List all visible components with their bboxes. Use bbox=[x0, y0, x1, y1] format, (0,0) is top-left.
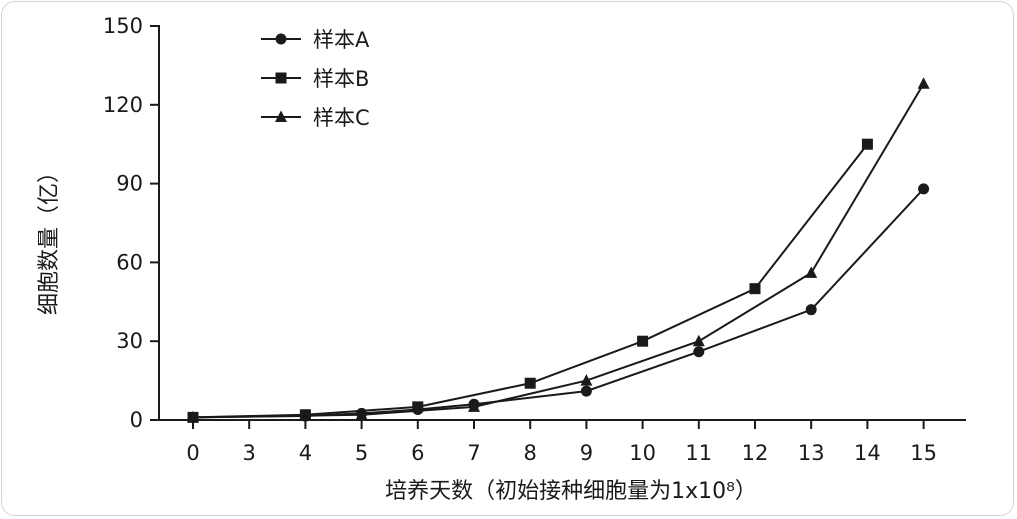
data-point bbox=[692, 334, 705, 347]
x-tick-label: 15 bbox=[910, 441, 937, 465]
y-tick-label: 0 bbox=[130, 408, 143, 432]
legend-item: 样本C bbox=[261, 106, 370, 130]
series-line bbox=[192, 83, 925, 419]
legend-item: 样本B bbox=[261, 67, 369, 91]
series-line bbox=[192, 143, 869, 419]
data-point bbox=[917, 77, 930, 89]
y-tick-label: 30 bbox=[116, 329, 143, 353]
x-tick-label: 12 bbox=[742, 441, 769, 465]
y-tick-label: 90 bbox=[116, 172, 143, 196]
series-triangle bbox=[187, 77, 930, 423]
data-point bbox=[524, 377, 536, 389]
y-tick-label: 60 bbox=[116, 250, 143, 274]
x-tick-label: 7 bbox=[467, 441, 480, 465]
data-point bbox=[918, 183, 930, 195]
legend-marker bbox=[275, 110, 287, 122]
legend-marker bbox=[275, 72, 287, 84]
data-point bbox=[580, 374, 593, 386]
x-tick-label: 14 bbox=[854, 441, 881, 465]
x-axis-title: 培养天数（初始接种细胞量为1x10⁸） bbox=[385, 479, 757, 504]
x-tick-label: 8 bbox=[524, 441, 537, 465]
y-axis-title: 细胞数量（亿） bbox=[37, 161, 62, 315]
legend-item: 样本A bbox=[261, 28, 370, 52]
x-tick-label: 3 bbox=[243, 441, 256, 465]
x-tick-label: 9 bbox=[580, 441, 593, 465]
data-point bbox=[749, 283, 761, 295]
series-layer bbox=[187, 77, 930, 423]
data-point bbox=[187, 410, 199, 423]
legend-label: 样本A bbox=[313, 28, 370, 52]
data-point bbox=[861, 138, 873, 150]
axes: 0 30 60 90 120 150 0 3 4 5 6 7 8 9 10 11 12 13 14 15 bbox=[103, 14, 966, 465]
y-tick-label: 120 bbox=[103, 93, 143, 117]
x-tick-label: 6 bbox=[411, 441, 424, 465]
x-tick-label: 11 bbox=[685, 441, 712, 465]
x-tick-label: 5 bbox=[355, 441, 368, 465]
series-square bbox=[187, 138, 873, 423]
y-tick-label: 150 bbox=[103, 14, 143, 38]
data-point bbox=[805, 304, 817, 316]
x-tick-label: 13 bbox=[798, 441, 825, 465]
legend-label: 样本B bbox=[313, 67, 369, 91]
data-point bbox=[637, 335, 649, 347]
data-point bbox=[468, 400, 480, 412]
legend-marker bbox=[275, 33, 287, 45]
series-line bbox=[192, 188, 925, 419]
legend-label: 样本C bbox=[313, 106, 370, 130]
data-point bbox=[580, 385, 592, 397]
x-tick-label: 4 bbox=[299, 441, 312, 465]
data-point bbox=[805, 266, 818, 278]
data-point bbox=[355, 408, 368, 420]
legend: 样本A 样本B 样本C bbox=[261, 28, 370, 130]
x-tick-label: 0 bbox=[186, 441, 199, 465]
data-point bbox=[412, 401, 424, 413]
data-point bbox=[693, 346, 705, 358]
x-tick-label: 10 bbox=[629, 441, 656, 465]
